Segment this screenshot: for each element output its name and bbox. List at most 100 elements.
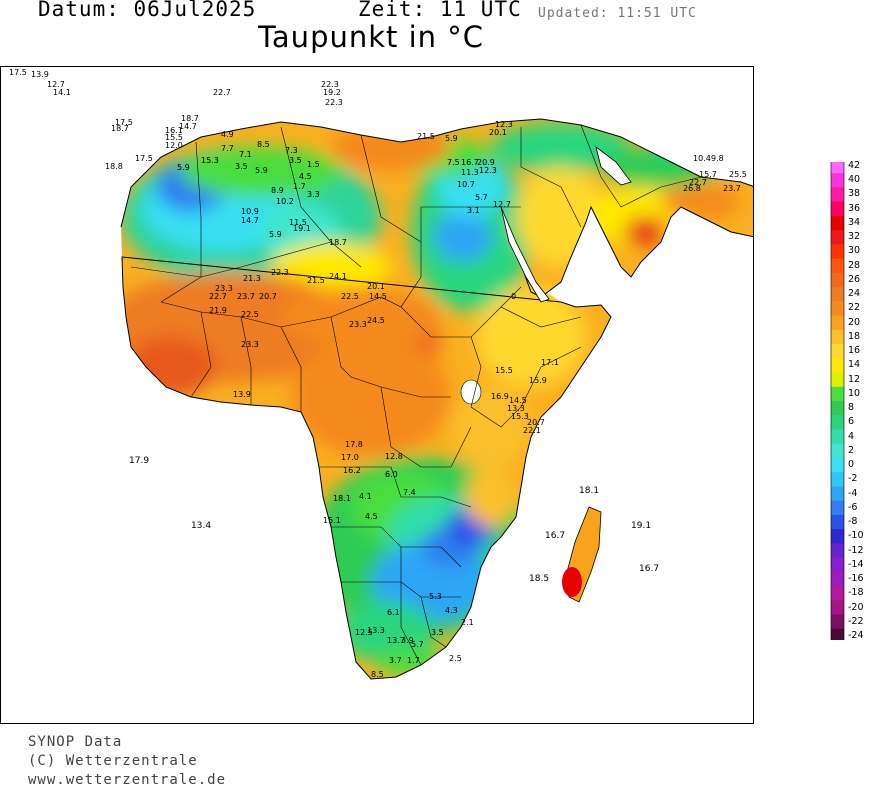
station-value: 1.5 <box>307 160 320 169</box>
station-value: 4.3 <box>445 606 458 615</box>
station-value: 6.0 <box>385 470 398 479</box>
station-value: 21.5 <box>417 132 435 141</box>
station-value: 25.5 <box>729 170 747 179</box>
station-value: 3.3 <box>307 190 320 199</box>
station-value: 16.7 <box>639 564 660 574</box>
station-value: 21.5 <box>307 276 325 285</box>
legend-label: 30 <box>848 245 861 257</box>
legend-label: -6 <box>848 501 858 513</box>
map-title: Taupunkt in °C <box>258 20 485 54</box>
legend-label: 0 <box>848 459 855 471</box>
legend-label: -24 <box>848 630 864 641</box>
footer-copyright: (C) Wetterzentrale <box>28 753 198 769</box>
station-value: 15.3 <box>511 412 529 421</box>
station-value: 15.9 <box>529 376 547 385</box>
station-value: 3.9 <box>401 636 414 645</box>
legend-swatch <box>831 514 844 530</box>
station-value: 10.4 <box>693 154 711 163</box>
station-value: 2.5 <box>449 654 462 663</box>
station-value: 3.5 <box>431 628 444 637</box>
station-value: 23.7 <box>723 184 741 193</box>
legend-swatch <box>831 315 844 331</box>
dewpoint-map: 17.5 13.9 12.7 14.1 17.5 18.7 18.7 14.7 … <box>0 66 754 724</box>
station-value: 17.5 <box>135 154 153 163</box>
red-sea <box>500 206 550 303</box>
station-value: 13.3 <box>507 404 525 413</box>
legend-label: 34 <box>848 216 861 228</box>
station-value: 5.9 <box>445 134 458 143</box>
color-legend: 42 40 38 36 34 32 30 28 26 24 22 20 18 16 14 12 10 8 6 4 2 0-… <box>830 160 864 641</box>
station-value: 14.1 <box>53 88 71 97</box>
station-value: 12.7 <box>493 200 511 209</box>
station-value: 3.7 <box>389 656 402 665</box>
updated-label: Updated: 11:51 UTC <box>538 6 697 21</box>
legend-swatch <box>831 571 844 587</box>
legend-swatch <box>831 301 844 317</box>
legend-label: -10 <box>848 530 864 542</box>
station-value: 24.5 <box>367 316 385 325</box>
legend-outline <box>830 162 845 640</box>
legend-label: 4 <box>848 430 855 442</box>
station-value: 3.5 <box>289 156 302 165</box>
legend-swatch <box>831 358 844 374</box>
legend-label: -2 <box>848 473 858 485</box>
station-value: 3.5 <box>235 162 248 171</box>
station-value: 11.3 <box>461 168 479 177</box>
station-value: 2.1 <box>461 618 474 627</box>
station-value: 7.3 <box>285 146 298 155</box>
station-value: 22.1 <box>523 426 541 435</box>
legend-swatch <box>831 486 844 502</box>
station-value: 5.9 <box>269 230 282 239</box>
persian-gulf <box>595 146 632 186</box>
station-value: 17.9 <box>129 456 150 466</box>
station-value: 8.9 <box>271 186 284 195</box>
legend-swatch <box>831 443 844 459</box>
legend-swatch <box>831 415 844 430</box>
station-value: 21.3 <box>243 274 261 283</box>
station-value: 11.5 <box>289 218 307 227</box>
legend-label: 16 <box>848 345 861 357</box>
station-value: 1.7 <box>407 656 420 665</box>
legend-label: 18 <box>848 330 861 342</box>
station-value: 10.2 <box>276 197 294 206</box>
station-value: 5.9 <box>177 163 190 172</box>
station-value: 12.8 <box>385 452 403 461</box>
station-value: 22.7 <box>209 292 227 301</box>
legend-label: 2 <box>848 444 855 456</box>
legend-swatch <box>831 472 844 487</box>
station-value: 6.1 <box>387 608 400 617</box>
station-value: 23.3 <box>349 320 367 329</box>
station-value: 5.9 <box>255 166 268 175</box>
station-value: 17.5 <box>9 68 27 77</box>
legend-label: -12 <box>848 544 864 556</box>
station-value: 22.3 <box>325 98 343 107</box>
madagascar-hot-spot <box>562 567 582 597</box>
legend-label: -8 <box>848 516 858 528</box>
legend-swatch <box>831 215 844 231</box>
legend-swatch <box>831 173 844 188</box>
station-value: 22.5 <box>341 292 359 301</box>
station-value: 20.7 <box>527 418 545 427</box>
legend-swatch <box>831 600 844 616</box>
legend-label: 10 <box>848 387 861 399</box>
station-value: 15.7 <box>699 170 717 179</box>
station-value: 8.5 <box>371 670 384 679</box>
lake-victoria <box>460 379 482 405</box>
station-value: 4.1 <box>359 492 372 501</box>
legend-label: 14 <box>848 359 861 371</box>
legend-label: 6 <box>848 416 855 428</box>
station-value: 23.3 <box>241 340 259 349</box>
legend-label: 42 <box>848 160 861 171</box>
legend-label: -20 <box>848 601 864 613</box>
country-borders <box>130 124 702 666</box>
station-value: 16.1 <box>165 126 183 135</box>
station-value: 12.0 <box>165 141 183 150</box>
legend-label: 36 <box>848 202 861 214</box>
legend-label: 8 <box>848 402 855 414</box>
legend-swatch <box>831 628 844 640</box>
station-value: 19.1 <box>631 521 652 531</box>
station-value: 5.7 <box>475 193 488 202</box>
station-value: 4.5 <box>299 172 312 181</box>
station-value: 17.0 <box>341 453 359 462</box>
station-value: 19.2 <box>323 88 341 97</box>
